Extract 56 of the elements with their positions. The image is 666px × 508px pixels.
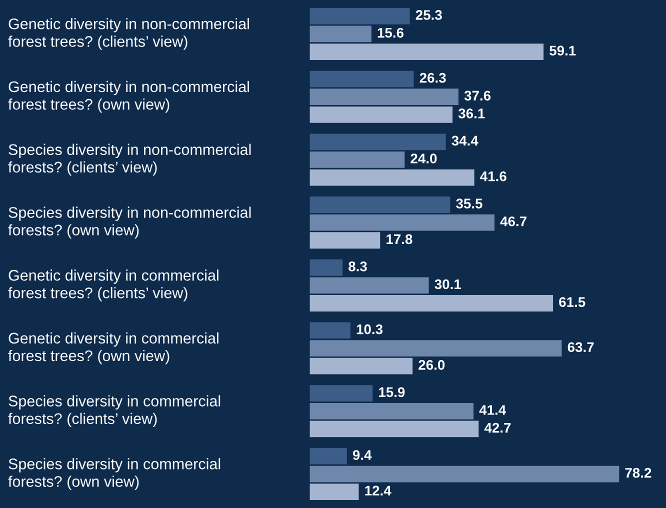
y-tick-label: Species diversity in commercial forests? (own view) bbox=[8, 458, 220, 490]
bar bbox=[310, 196, 450, 213]
bar bbox=[310, 169, 474, 186]
data-label: 35.5 bbox=[456, 198, 482, 209]
data-label: 59.1 bbox=[550, 46, 576, 56]
data-label: 26.3 bbox=[420, 72, 446, 83]
bar bbox=[310, 295, 554, 312]
data-label: 25.3 bbox=[416, 10, 442, 20]
data-label: 24.0 bbox=[410, 154, 437, 164]
bar bbox=[310, 259, 343, 276]
bar bbox=[310, 484, 359, 500]
bar bbox=[310, 232, 380, 249]
bar bbox=[310, 134, 446, 150]
bar bbox=[310, 340, 562, 356]
data-label: 41.6 bbox=[480, 171, 506, 182]
bar bbox=[310, 70, 414, 88]
bar bbox=[310, 214, 494, 231]
y-tick-label: Genetic diversity in non-commercial forest trees? (own view) bbox=[8, 80, 249, 113]
bar bbox=[310, 358, 413, 374]
bar bbox=[310, 466, 620, 482]
y-tick-label: Genetic diversity in commercial forest trees? (clients’ view) bbox=[8, 270, 218, 302]
data-label: 12.4 bbox=[365, 486, 392, 496]
data-label: 9.4 bbox=[352, 450, 372, 460]
data-label: 8.3 bbox=[348, 262, 367, 272]
bar bbox=[310, 26, 372, 42]
data-label: 26.0 bbox=[418, 360, 445, 370]
data-label: 46.7 bbox=[500, 216, 526, 226]
data-label: 30.1 bbox=[434, 279, 461, 290]
data-label: 36.1 bbox=[458, 108, 485, 118]
bar bbox=[310, 448, 347, 464]
bar bbox=[310, 402, 474, 420]
data-label: 41.4 bbox=[479, 405, 506, 415]
data-label: 10.3 bbox=[356, 324, 383, 334]
data-label: 34.4 bbox=[452, 136, 478, 146]
y-tick-label: Species diversity in commercial forests? (clients’ view) bbox=[8, 395, 220, 428]
bar bbox=[310, 420, 479, 438]
y-tick-label: Species diversity in non-commercial forests? (own view) bbox=[8, 206, 251, 238]
bar bbox=[310, 88, 458, 106]
data-label: 61.5 bbox=[559, 297, 586, 307]
data-label: 78.2 bbox=[625, 468, 652, 478]
data-label: 17.8 bbox=[386, 234, 412, 244]
data-label: 37.6 bbox=[464, 90, 491, 101]
bar bbox=[310, 8, 410, 24]
data-label: 42.7 bbox=[484, 422, 511, 433]
y-tick-label: Genetic diversity in commercial forest trees? (own view) bbox=[8, 332, 218, 364]
bar bbox=[310, 106, 453, 123]
y-tick-label: Species diversity in non-commercial forests? (clients’ view) bbox=[8, 144, 251, 176]
data-label: 15.6 bbox=[378, 28, 404, 38]
bar bbox=[310, 44, 544, 60]
bar bbox=[310, 277, 429, 294]
bar bbox=[310, 152, 405, 168]
y-tick-label: Genetic diversity in non-commercial forest trees? (clients’ view) bbox=[8, 18, 249, 50]
bar bbox=[310, 385, 373, 402]
bar bbox=[310, 322, 350, 339]
data-label: 15.9 bbox=[379, 387, 405, 398]
data-label: 63.7 bbox=[568, 342, 594, 352]
